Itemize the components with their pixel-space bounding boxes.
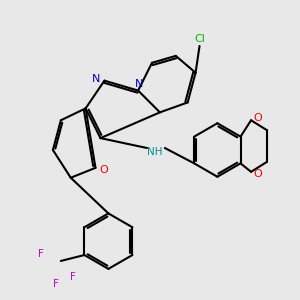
Text: O: O bbox=[254, 113, 262, 123]
Text: Cl: Cl bbox=[194, 34, 205, 44]
Text: F: F bbox=[53, 279, 59, 289]
Text: N: N bbox=[135, 79, 143, 88]
Text: N: N bbox=[92, 74, 101, 84]
Text: NH: NH bbox=[147, 147, 163, 157]
Text: F: F bbox=[38, 249, 44, 259]
Text: F: F bbox=[70, 272, 76, 282]
Text: O: O bbox=[254, 169, 262, 179]
Text: O: O bbox=[99, 165, 108, 175]
